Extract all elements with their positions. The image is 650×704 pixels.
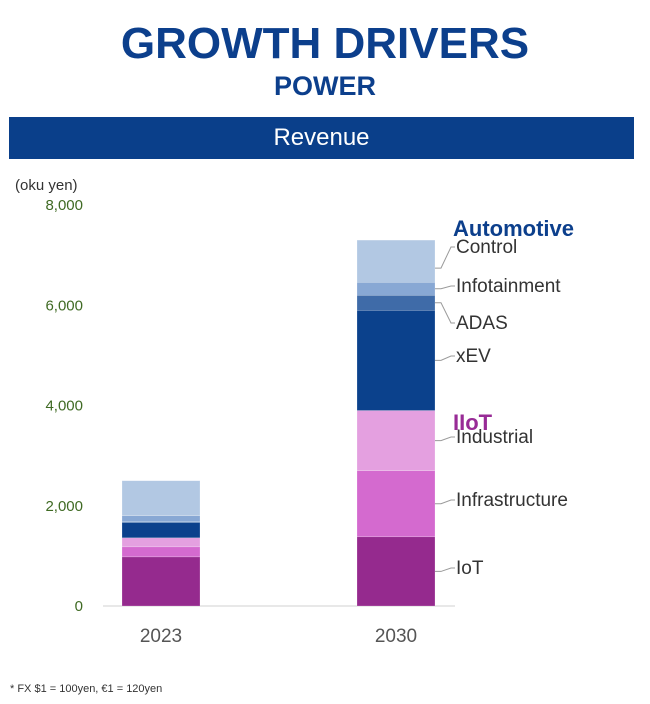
bar-segment-xev-2030: [356, 310, 436, 411]
leader-line-infrastructure: [435, 499, 455, 505]
page-title: GROWTH DRIVERS: [120, 19, 530, 68]
bar-segment-industrial-2023: [121, 537, 201, 548]
y-tick-label: 6,000: [45, 297, 83, 314]
leader-line-industrial: [435, 436, 455, 442]
y-tick-label: 0: [75, 598, 83, 615]
group-label-iiot: IIoT: [453, 410, 493, 435]
bar-segment-control-2023: [121, 480, 201, 516]
x-axis-ticks: 2023 2030: [140, 626, 417, 647]
y-axis-label: (oku yen): [15, 177, 78, 194]
x-tick-label: 2030: [375, 626, 417, 647]
bar-2030: [356, 239, 436, 607]
segment-label-infrastructure: Infrastructure: [456, 490, 568, 511]
bar-segment-infrastructure-2023: [121, 546, 201, 558]
bar-segment-adas-2030: [356, 295, 436, 311]
leader-line-adas: [435, 302, 455, 324]
x-tick-label: 2023: [140, 626, 182, 647]
leader-line-iot: [435, 567, 455, 572]
bar-segment-infotainment-2023: [121, 515, 201, 522]
leader-line-xev: [435, 355, 455, 361]
bar-segment-infotainment-2030: [356, 281, 436, 296]
bar-segment-iot-2030: [356, 536, 436, 607]
segment-label-infotainment: Infotainment: [456, 276, 561, 297]
y-tick-label: 2,000: [45, 498, 83, 515]
bar-segment-control-2030: [356, 239, 436, 283]
y-tick-label: 8,000: [45, 197, 83, 214]
leader-line-control: [435, 246, 455, 269]
segment-labels: IoT Infrastructure Industrial xEV ADAS Infota…: [435, 216, 574, 579]
y-axis-ticks: 0 2,000 4,000 6,000 8,000: [45, 197, 83, 615]
section-banner: Revenue: [9, 117, 634, 159]
segment-label-industrial: Industrial: [456, 427, 533, 448]
y-tick-label: 4,000: [45, 398, 83, 415]
segment-label-control: Control: [456, 237, 517, 258]
bar-segment-iot-2023: [121, 556, 201, 607]
page-subtitle: POWER: [273, 71, 376, 101]
bars: [121, 239, 436, 607]
footnote: * FX $1 = 100yen, €1 = 120yen: [10, 683, 163, 695]
segment-label-adas: ADAS: [456, 313, 508, 334]
bar-segment-industrial-2030: [356, 410, 436, 471]
group-label-automotive: Automotive: [453, 216, 574, 241]
segment-label-iot: IoT: [456, 558, 484, 579]
segment-label-xev: xEV: [456, 346, 491, 367]
bar-2023: [121, 480, 201, 607]
leader-line-infotainment: [435, 285, 455, 290]
bar-segment-xev-2023: [121, 522, 201, 539]
bar-segment-infrastructure-2030: [356, 470, 436, 538]
